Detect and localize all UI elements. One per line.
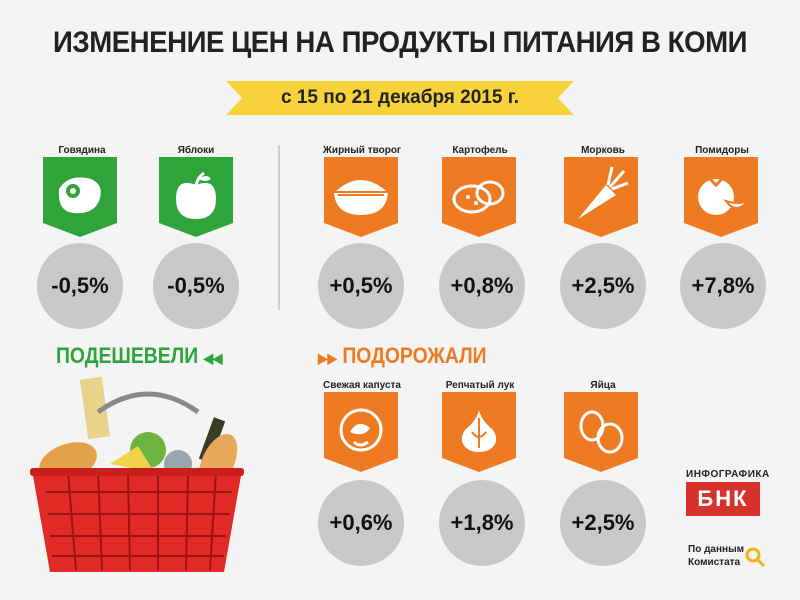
magnifier-icon (744, 546, 766, 573)
carrot-icon (564, 157, 638, 237)
item-apples: Яблоки (136, 145, 256, 156)
item-label: Репчатый лук (445, 380, 515, 391)
eggs-icon (564, 392, 638, 472)
banner-ribbon (226, 81, 574, 115)
item-beef: Говядина (22, 145, 142, 156)
item-label: Яблоки (177, 145, 215, 156)
apple-icon (159, 157, 233, 237)
brand-subtitle: ИНФОГРАФИКА (686, 469, 770, 480)
page-title: ИЗМЕНЕНИЕ ЦЕН НА ПРОДУКТЫ ПИТАНИЯ В КОМИ (52, 26, 747, 59)
brand-name: БНК (686, 482, 760, 516)
source-line2: Комистата (688, 557, 741, 568)
cheaper-heading: ПОДЕШЕВЕЛИ ◀◀ (56, 343, 223, 369)
double-arrow-right-icon: ▶▶ (318, 350, 337, 366)
cabbage-icon (324, 392, 398, 472)
beef-steak-icon (43, 157, 117, 237)
item-label: Свежая капуста (323, 380, 401, 391)
change-circle: -0,5% (153, 243, 239, 329)
item-label: Морковь (581, 145, 625, 156)
pricier-heading-text: ПОДОРОЖАЛИ (342, 343, 487, 368)
change-circle: -0,5% (37, 243, 123, 329)
item-carrot: Морковь (543, 145, 663, 156)
tomato-icon (684, 157, 758, 237)
section-divider (278, 145, 280, 310)
change-circle: +2,5% (560, 243, 646, 329)
cheaper-heading-text: ПОДЕШЕВЕЛИ (56, 343, 199, 368)
item-label: Жирный творог (322, 145, 402, 156)
change-circle: +2,5% (560, 480, 646, 566)
change-circle: +0,5% (318, 243, 404, 329)
item-label: Говядина (58, 145, 106, 156)
date-banner-text: с 15 по 21 декабря 2015 г. (280, 87, 520, 108)
item-label: Помидоры (695, 145, 749, 156)
potato-icon (442, 157, 516, 237)
change-circle: +1,8% (439, 480, 525, 566)
cottage-cheese-bowl-icon (324, 157, 398, 237)
item-onion: Репчатый лук (420, 380, 540, 391)
change-circle: +0,8% (439, 243, 525, 329)
item-label: Яйца (590, 380, 616, 391)
change-circle: +7,8% (680, 243, 766, 329)
item-potato: Картофель (420, 145, 540, 156)
onion-icon (442, 392, 516, 472)
item-eggs: Яйца (543, 380, 663, 391)
pricier-heading: ▶▶ ПОДОРОЖАЛИ (318, 343, 487, 369)
brand-logo: ИНФОГРАФИКА БНК (686, 469, 770, 516)
item-label: Картофель (452, 145, 508, 156)
item-cabbage: Свежая капуста (302, 380, 422, 391)
item-cottage-cheese: Жирный творог (302, 145, 422, 156)
shopping-basket-illustration (28, 372, 248, 582)
double-arrow-left-icon: ◀◀ (203, 350, 223, 366)
data-source: По данным Комистата (688, 543, 744, 569)
date-banner: с 15 по 21 декабря 2015 г. (226, 81, 574, 115)
change-circle: +0,6% (318, 480, 404, 566)
item-tomato: Помидоры (662, 145, 782, 156)
source-line1: По данным (688, 544, 745, 555)
